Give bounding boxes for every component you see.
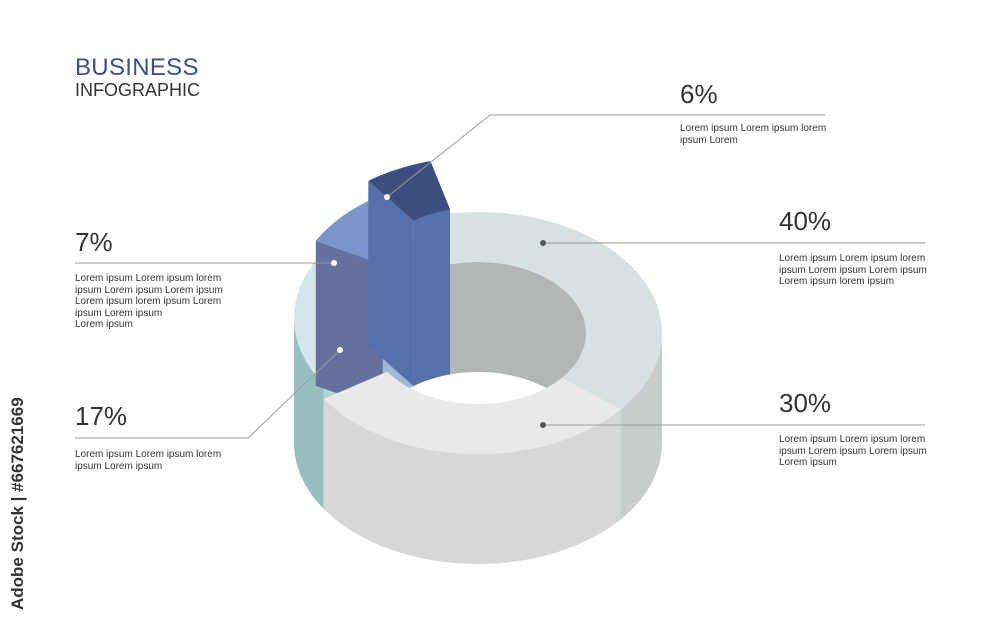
- segment-40-inner-wall: [450, 262, 586, 443]
- label-desc-7: Lorem ipsum Lorem ipsum lorem ipsum Lore…: [75, 273, 223, 331]
- desc-line: ipsum Lorem: [680, 134, 738, 146]
- desc-line: ipsum Lorem ipsum Lorem ipsum: [779, 445, 927, 457]
- segment-30-top-face: [323, 371, 621, 454]
- watermark-text: Adobe Stock | #667621669: [8, 397, 27, 610]
- segment-6-side-face-end: [430, 161, 450, 375]
- label-desc-30: Lorem ipsum Lorem ipsum lorem ipsum Lore…: [779, 434, 927, 469]
- desc-line: Lorem ipsum: [779, 457, 837, 468]
- leader-dot-17: [337, 347, 343, 353]
- leader-dot-7: [331, 260, 337, 266]
- segment-17-outer-wall: [294, 318, 324, 509]
- desc-line: ipsum Lorem ipsum Lorem ipsum: [779, 264, 927, 276]
- desc-line: ipsum Lorem ipsum: [75, 460, 163, 472]
- segment-7-side-face-start: [315, 240, 383, 410]
- desc-line: Lorem ipsum Lorem ipsum lorem: [779, 434, 926, 445]
- label-value-6: 6%: [680, 79, 718, 109]
- leader-line-6: [386, 114, 825, 198]
- label-desc-6: Lorem ipsum Lorem ipsum lorem ipsum Lore…: [680, 123, 826, 146]
- label-value-30: 30%: [779, 388, 832, 418]
- desc-line: Lorem ipsum: [75, 319, 133, 330]
- desc-line: ipsum Lorem ipsum: [75, 307, 163, 319]
- desc-line: Lorem ipsum Lorem ipsum lorem: [779, 253, 926, 264]
- desc-line: Lorem ipsum Lorem ipsum lorem: [75, 449, 222, 460]
- segment-40-outer-wall: [621, 333, 662, 520]
- desc-line: Lorem ipsum lorem ipsum: [779, 276, 895, 287]
- leader-dot-30: [540, 422, 546, 428]
- page-title: BUSINESS: [75, 54, 199, 81]
- segment-30-outer-wall: [323, 398, 621, 564]
- desc-line: ipsum Lorem ipsum Lorem ipsum: [75, 284, 223, 296]
- desc-line: Lorem ipsum Lorem ipsum lorem: [75, 273, 222, 284]
- leader-dot-6: [384, 194, 390, 200]
- label-desc-40: Lorem ipsum Lorem ipsum lorem ipsum Lore…: [779, 253, 927, 288]
- leader-dot-40: [540, 240, 546, 246]
- desc-line: Lorem ipsum Lorem ipsum lorem: [680, 123, 827, 134]
- segment-6-side-face-start: [368, 180, 414, 386]
- leader-line-17: [75, 349, 341, 439]
- label-value-7: 7%: [75, 227, 113, 257]
- label-value-17: 17%: [75, 401, 128, 431]
- segment-40-top-face: [430, 212, 662, 410]
- segment-6-top-face: [368, 161, 450, 221]
- label-desc-17: Lorem ipsum Lorem ipsum lorem ipsum Lore…: [75, 449, 221, 472]
- desc-line: Lorem ipsum lorem ipsum Lorem: [75, 296, 222, 307]
- page-subtitle: INFOGRAPHIC: [75, 80, 201, 100]
- label-value-40: 40%: [779, 206, 832, 236]
